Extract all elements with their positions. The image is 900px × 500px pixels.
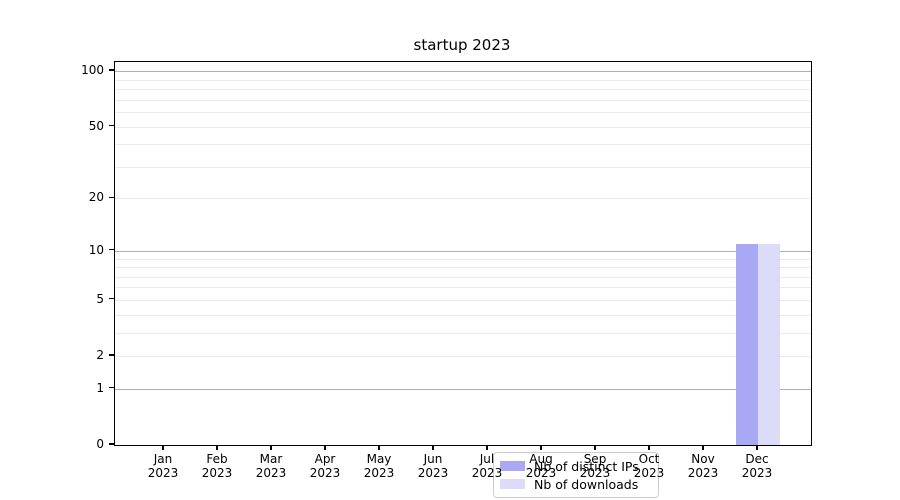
y-tick	[109, 196, 114, 198]
gridline-minor	[115, 126, 811, 128]
x-tick	[216, 445, 218, 451]
legend-label-distinct-ips: Nb of distinct IPs	[534, 458, 639, 474]
gridline-minor	[115, 299, 811, 301]
y-tick	[109, 298, 114, 300]
y-tick-label: 2	[96, 348, 104, 362]
y-tick	[109, 69, 114, 71]
x-tick	[270, 445, 272, 451]
gridline-minor	[115, 314, 811, 316]
x-tick	[594, 445, 596, 451]
x-tick	[378, 445, 380, 451]
gridline-minor	[115, 356, 811, 357]
x-tick	[432, 445, 434, 451]
bar-distinct-ips-dec-2023	[736, 243, 758, 445]
x-tick-label: Mar 2023	[255, 452, 287, 480]
gridline-major	[115, 388, 811, 390]
x-tick	[162, 445, 164, 451]
gridline-minor	[115, 267, 811, 268]
y-tick	[109, 249, 114, 251]
legend-item-distinct-ips: Nb of distinct IPs	[500, 458, 650, 474]
x-tick	[648, 445, 650, 451]
gridline-minor	[115, 144, 811, 146]
x-tick-label: Feb 2023	[201, 452, 233, 480]
x-tick-label: Sep 2023	[579, 452, 611, 480]
legend: Nb of distinct IPs Nb of downloads	[493, 452, 659, 498]
x-tick	[486, 445, 488, 451]
y-tick-label: 1	[96, 380, 104, 395]
x-tick	[324, 445, 326, 451]
gridline-major	[115, 250, 811, 252]
gridline-minor	[115, 79, 811, 81]
chart-title: startup 2023	[413, 36, 511, 54]
bar-downloads-dec-2023	[758, 243, 780, 445]
y-tick-label: 0	[96, 437, 104, 451]
x-tick	[756, 445, 758, 451]
legend-swatch-downloads	[500, 479, 525, 489]
x-tick-label: Nov 2023	[687, 452, 719, 480]
gridline-minor	[115, 287, 811, 289]
y-tick-label: 50	[88, 118, 104, 133]
x-tick-label: Jan 2023	[147, 452, 179, 480]
y-tick	[109, 124, 114, 127]
gridline-major	[115, 71, 811, 73]
gridline-minor	[115, 198, 811, 200]
y-tick-label: 10	[88, 242, 104, 257]
x-tick-label: May 2023	[363, 452, 395, 480]
y-tick	[109, 443, 114, 445]
gridline-minor	[115, 166, 811, 168]
x-tick-label: Dec 2023	[741, 452, 773, 480]
y-tick-label: 20	[88, 190, 104, 205]
x-tick-label: Aug 2023	[525, 452, 557, 480]
gridline-minor	[115, 276, 811, 278]
x-tick-label: Oct 2023	[633, 452, 665, 480]
y-tick-label: 5	[96, 291, 104, 306]
plot-area: Nb of distinct IPs Nb of downloads	[114, 61, 812, 498]
legend-item-downloads: Nb of downloads	[500, 476, 650, 492]
y-tick	[109, 354, 114, 356]
x-tick	[540, 445, 542, 451]
y-tick	[109, 387, 114, 389]
gridline-minor	[115, 258, 811, 260]
x-tick	[702, 445, 704, 451]
gridline-minor	[115, 99, 811, 101]
gridline-minor	[115, 111, 811, 113]
gridline-minor	[115, 89, 811, 90]
gridline-minor	[115, 332, 811, 334]
x-tick-label: Jun 2023	[417, 452, 449, 480]
x-tick-label: Apr 2023	[309, 452, 341, 480]
y-tick-label: 100	[81, 63, 104, 78]
x-tick-label: Jul 2023	[471, 452, 503, 480]
legend-label-downloads: Nb of downloads	[534, 476, 639, 492]
legend-swatch-distinct-ips	[500, 461, 525, 471]
